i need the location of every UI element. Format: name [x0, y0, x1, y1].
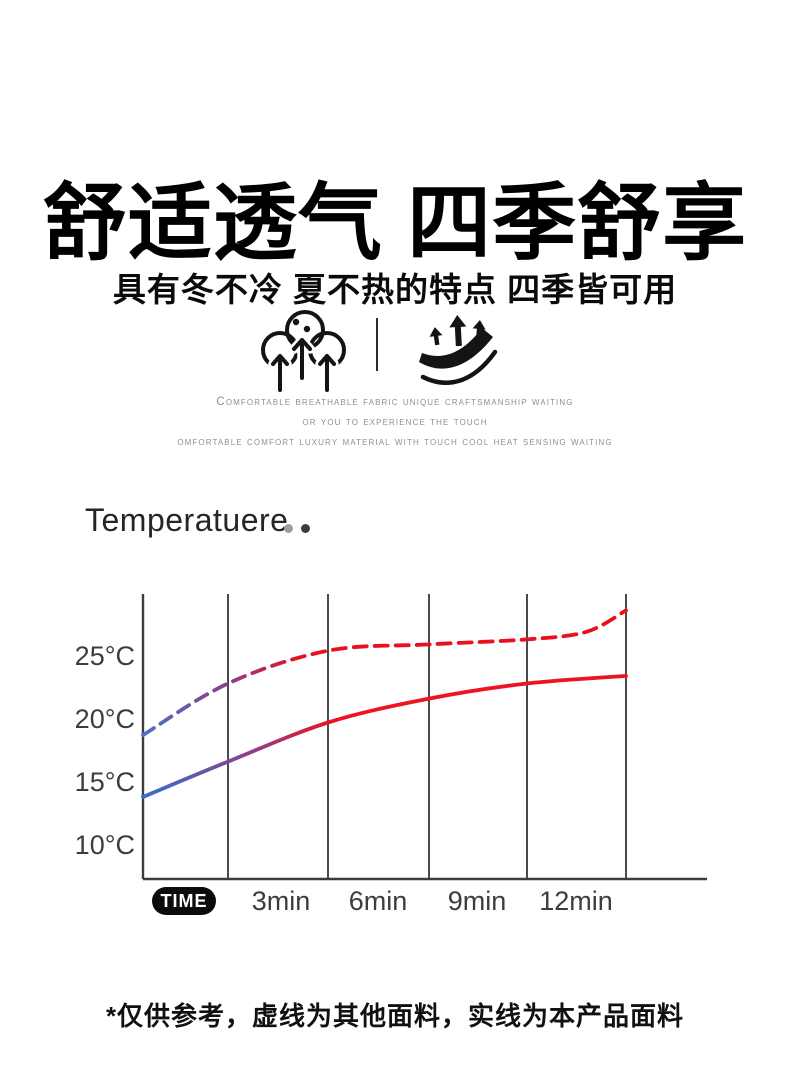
icon-divider	[376, 318, 378, 371]
description-line: or you to experience the touch	[302, 416, 488, 428]
x-axis-time-badge: TIME	[152, 887, 216, 915]
breathable-cotton-icon	[261, 310, 346, 394]
y-tick-10: 10°C	[74, 830, 135, 860]
description-line: omfortable comfort luxury material with …	[177, 436, 613, 448]
page-title: 舒适透气 四季舒享	[42, 176, 748, 271]
x-tick-9min: 9min	[447, 886, 507, 916]
chart-title: Temperatuere	[85, 502, 289, 538]
description-line: Comfortable breathable fabric unique cra…	[216, 396, 574, 408]
x-tick-12min: 12min	[539, 886, 613, 916]
x-tick-3min: 3min	[251, 886, 311, 916]
y-tick-15: 15°C	[74, 767, 135, 797]
footnote: *仅供参考，虚线为其他面料，实线为本产品面料	[105, 1001, 685, 1031]
y-tick-20: 20°C	[74, 704, 135, 734]
fabric-airflow-icon	[419, 315, 498, 385]
page-subtitle: 具有冬不冷 夏不热的特点 四季皆可用	[112, 271, 678, 309]
legend-dot-light	[284, 524, 293, 533]
y-tick-25: 25°C	[74, 641, 135, 671]
x-tick-6min: 6min	[348, 886, 408, 916]
feature-description: Comfortable breathable fabric unique cra…	[0, 392, 790, 452]
legend-dot-dark	[301, 524, 310, 533]
